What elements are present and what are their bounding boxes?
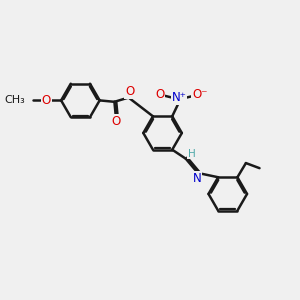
Text: O: O — [125, 85, 134, 98]
Text: H: H — [188, 149, 196, 159]
Text: N: N — [193, 172, 202, 185]
Text: CH₃: CH₃ — [4, 95, 25, 105]
Text: O: O — [42, 94, 51, 107]
Text: N⁺: N⁺ — [172, 92, 187, 104]
Text: O: O — [111, 115, 120, 128]
Text: O: O — [155, 88, 165, 101]
Text: O⁻: O⁻ — [192, 88, 208, 101]
